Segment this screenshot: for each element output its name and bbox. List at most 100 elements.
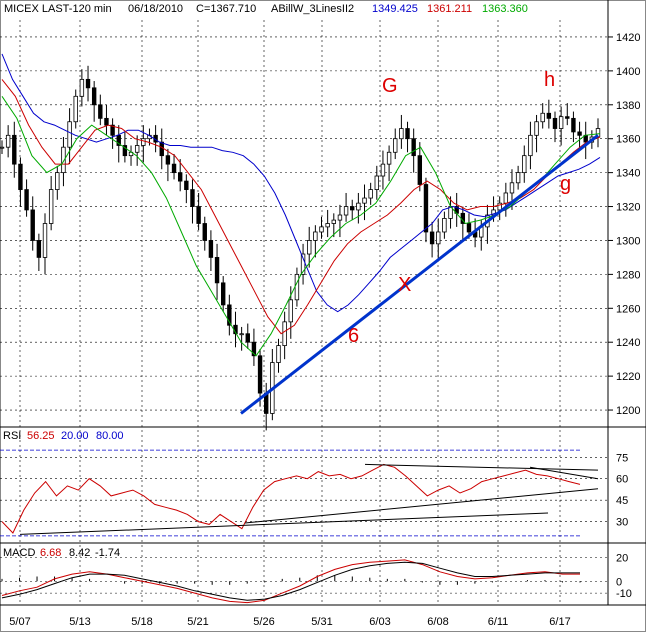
candle-body [546, 112, 552, 119]
candle-body [55, 172, 60, 190]
y-tick-label: 1260 [616, 303, 640, 315]
moving-averages [1, 53, 601, 415]
x-tick-label: 5/13 [69, 616, 90, 628]
candle-body [79, 78, 85, 97]
macd-line [1, 559, 580, 604]
y-tick-label: 1220 [616, 371, 640, 383]
candle-body [368, 189, 373, 199]
macd-value-1: 6.68 [40, 547, 61, 559]
annotation-h: h [544, 69, 555, 91]
candle-body [177, 172, 183, 182]
candle-body [294, 273, 300, 301]
candle-body [356, 202, 361, 211]
y-tick-label: 1280 [616, 269, 640, 281]
annotation-X: X [398, 274, 411, 296]
candle-body [165, 155, 171, 165]
x-tick-label: 6/17 [549, 616, 570, 628]
macd-label: MACD [3, 547, 35, 559]
red-line-value: 1361.211 [427, 3, 472, 15]
rsi-tick-label: 60 [616, 474, 628, 486]
candle-body [436, 231, 441, 245]
candle-body [227, 304, 232, 326]
annotation-6: 6 [348, 325, 359, 347]
rsi-high-level: 80.00 [96, 430, 124, 442]
macd-marks [1, 559, 581, 604]
x-tick-label: 5/07 [9, 616, 30, 628]
y-tick-label: 1300 [616, 235, 640, 247]
candle-body [73, 95, 78, 123]
candle-body [577, 131, 582, 136]
candle-body [343, 206, 349, 216]
candle-body [42, 223, 48, 258]
candle-body [337, 214, 343, 221]
candle-body [534, 121, 539, 136]
candle-body [36, 240, 42, 258]
candle-body [30, 209, 35, 241]
y-tick-label: 1340 [616, 168, 640, 180]
candle-body [171, 163, 177, 174]
candle-body [104, 117, 109, 126]
x-tick-label: 6/08 [427, 616, 448, 628]
candle-body [48, 189, 54, 224]
candle-body [257, 355, 263, 394]
x-tick-label: 5/21 [187, 616, 208, 628]
candle-body [374, 175, 380, 190]
candle-body [466, 223, 472, 233]
candle-body [307, 240, 312, 255]
candle-body [220, 282, 226, 306]
candle-body [98, 104, 103, 119]
x-tick-label: 6/11 [488, 616, 509, 628]
green-line-value: 1363.360 [482, 3, 528, 15]
candle-body [196, 206, 201, 224]
candle-body [116, 134, 121, 146]
candle-body [288, 299, 293, 323]
candle-body [239, 333, 244, 336]
candle-body [5, 134, 11, 148]
candle-body [386, 151, 392, 165]
price-marks [0, 65, 601, 431]
y-tick-label: 1240 [616, 337, 640, 349]
candle-body [24, 189, 29, 211]
candle-body [190, 189, 195, 207]
y-tick-label: 1320 [616, 202, 640, 214]
y-tick-label: 1360 [616, 134, 640, 146]
candle-body [552, 117, 558, 129]
rsi-marks [0, 449, 599, 537]
candle-body [110, 124, 115, 136]
candle-body [565, 116, 570, 119]
candle-body [214, 257, 220, 284]
x-tick-label: 6/03 [369, 616, 390, 628]
candle-body [350, 206, 355, 211]
candle-body [423, 184, 429, 233]
x-tick-label: 5/31 [311, 616, 332, 628]
candle-body [0, 146, 5, 149]
blue-line-value: 1349.425 [372, 3, 418, 15]
candle-body [540, 112, 545, 123]
rsi-trendline-low [19, 512, 549, 535]
ma-line-red [1, 79, 601, 335]
indicator-label: ABillW_3LinesII2 [271, 3, 354, 15]
candle-body [85, 78, 91, 89]
x-tick-label: 5/26 [253, 616, 274, 628]
rsi-trendline-short [529, 466, 599, 480]
candle-body [300, 253, 306, 275]
macd-value-2: 8.42 [69, 547, 90, 559]
macd-tick-label: -10 [616, 588, 632, 600]
y-tick-label: 1400 [616, 66, 640, 78]
y-tick-label: 1380 [616, 100, 640, 112]
y-tick-label: 1200 [616, 405, 640, 417]
candle-body [91, 87, 97, 106]
candle-body [522, 155, 527, 174]
candle-body [393, 138, 398, 153]
rsi-low-level: 20.00 [61, 430, 89, 442]
rsi-tick-label: 30 [616, 517, 628, 529]
rsi-trendline-top [364, 463, 599, 471]
candle-body [399, 128, 404, 140]
candle-body [202, 223, 207, 241]
candle-body [208, 240, 214, 258]
candle-body [515, 172, 521, 184]
rsi-value: 56.25 [27, 430, 55, 442]
candle-body [362, 197, 367, 204]
